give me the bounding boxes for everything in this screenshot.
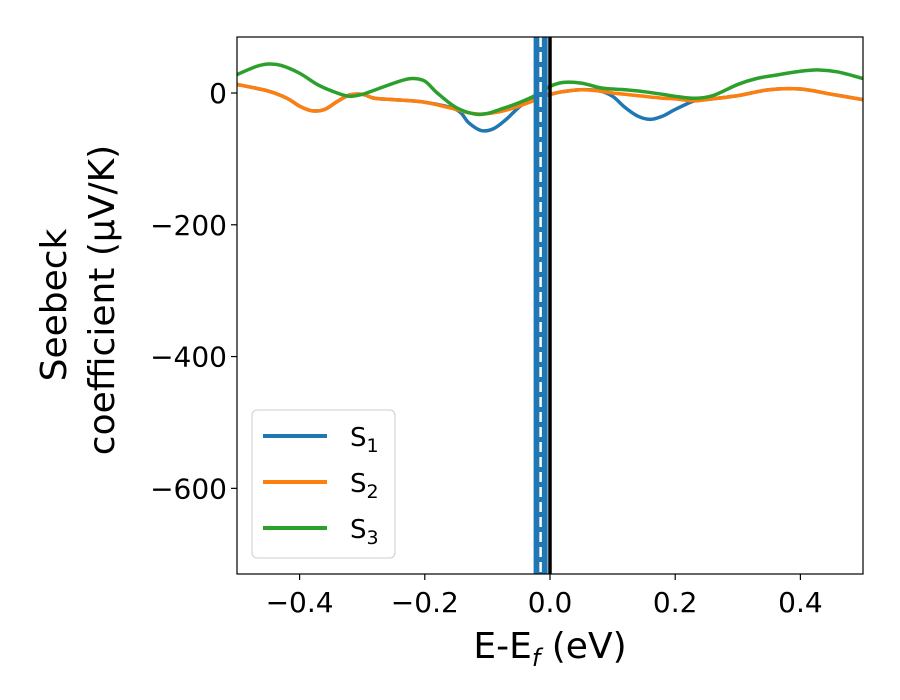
- legend-label-s1: S1: [350, 423, 379, 457]
- series-line-s2: [237, 82, 863, 116]
- y-tick-label: −200: [150, 209, 227, 242]
- plot-area: [237, 37, 863, 574]
- fermi-band-fill: [533, 37, 548, 574]
- axes: −0.4 −0.2 0.0 0.2 0.4 0 −200 −400 −600: [150, 36, 864, 619]
- legend-label-subscript: 2: [367, 481, 379, 503]
- y-tick-label: −400: [150, 341, 227, 374]
- legend-label-s3: S3: [350, 515, 379, 549]
- x-tick-label: −0.4: [266, 586, 334, 619]
- series-line-s3: [237, 62, 863, 117]
- legend-label-s2: S2: [350, 469, 379, 503]
- legend-label-base: S: [350, 469, 367, 499]
- legend-label-subscript: 3: [367, 527, 379, 549]
- y-axis-title-line2: coefficient (μV/K): [82, 145, 123, 455]
- x-tick-label: 0.4: [778, 586, 823, 619]
- y-axis-title-line1: Seebeck: [34, 228, 75, 381]
- x-axis-title: E-Ef (eV): [473, 626, 626, 672]
- legend-label-base: S: [350, 423, 367, 453]
- y-tick-label: 0: [209, 77, 227, 110]
- axis-titles: E-Ef (eV) Seebeck coefficient (μV/K): [34, 145, 627, 672]
- x-axis-title-unit: (eV): [540, 626, 626, 667]
- x-tick-label: 0.2: [653, 586, 698, 619]
- legend-label-base: S: [350, 515, 367, 545]
- legend-label-subscript: 1: [367, 435, 379, 457]
- x-tick-label: 0.0: [528, 586, 573, 619]
- y-tick-label: −600: [150, 472, 227, 505]
- x-tick-label: −0.2: [391, 586, 459, 619]
- x-axis-title-base: E-E: [473, 626, 531, 667]
